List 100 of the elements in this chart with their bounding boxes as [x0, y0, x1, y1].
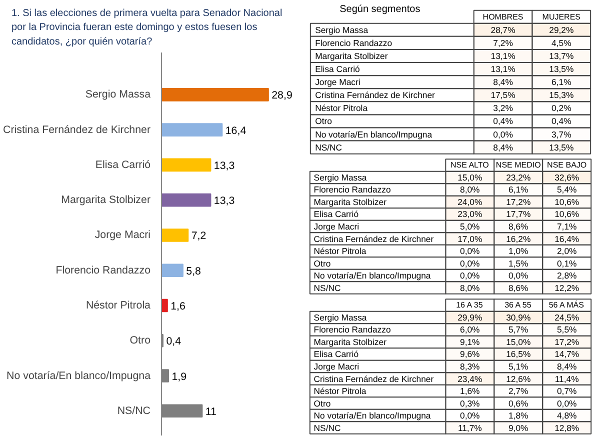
data-label: 0,0%: [460, 246, 480, 256]
data-label: 0,6%: [508, 398, 529, 408]
x-tick-label: 16 A 35: [456, 300, 484, 310]
data-label: 0,0%: [460, 270, 480, 281]
data-label: 5,8: [186, 265, 202, 278]
x-tick-label: MUJERES: [542, 12, 581, 22]
y-tick-label: Elisa Carrió: [95, 158, 151, 171]
y-tick-label: No votaría/En blanco/Impugna: [6, 370, 151, 382]
data-label: 0,4: [166, 336, 182, 348]
y-tick-label: Sergio Massa: [314, 172, 367, 182]
data-label: 1,6%: [460, 386, 480, 396]
y-tick-label: No votaría/En blanco/Impugna: [314, 410, 431, 421]
y-tick-label: Cristina Fernández de Kirchner: [315, 90, 436, 100]
y-tick-label: Margarita Stolbizer: [314, 336, 387, 347]
y-tick-label: Florencio Randazzo: [314, 324, 391, 335]
bar: [162, 193, 212, 207]
y-tick-label: Jorge Macri: [315, 77, 360, 88]
bar: [162, 88, 269, 102]
data-label: 4,5%: [552, 38, 572, 48]
data-label: 5,4%: [556, 184, 578, 195]
data-label: 8,4%: [556, 362, 578, 372]
data-label: 1,8%: [508, 410, 529, 421]
data-label: 13,1%: [490, 50, 516, 61]
data-label: 6,1%: [508, 184, 529, 195]
data-label: 10,6%: [554, 196, 580, 207]
data-label: 17,2%: [506, 196, 531, 207]
data-label: 1,9: [172, 370, 187, 383]
data-label: 17,5%: [490, 90, 516, 100]
bar: [162, 228, 189, 242]
y-tick-label: NS/NC: [117, 404, 151, 417]
data-label: 3,2%: [493, 103, 514, 114]
x-tick-label: 36 A 55: [504, 300, 532, 310]
data-label: 10,6%: [554, 209, 580, 220]
data-label: 1,5%: [508, 258, 529, 268]
y-tick-label: No votaría/En blanco/Impugna: [315, 129, 432, 140]
data-label: 9,1%: [460, 336, 480, 347]
data-label: 1,0%: [508, 246, 529, 256]
y-tick-label: Florencio Randazzo: [56, 264, 151, 276]
x-tick-label: 56 A MÁS: [548, 300, 584, 310]
y-tick-label: Néstor Pitrola: [314, 246, 366, 256]
data-label: 13,5%: [549, 64, 574, 74]
bar: [162, 264, 184, 277]
y-tick-label: Jorge Macri: [314, 222, 360, 232]
y-tick-label: Elisa Carrió: [315, 64, 360, 74]
y-tick-label: Elisa Carrió: [314, 349, 359, 360]
data-label: 0,0%: [493, 129, 514, 140]
data-label: 2,8%: [556, 270, 578, 281]
y-tick-label: Otro: [130, 334, 151, 347]
data-label: 16,2%: [506, 234, 531, 244]
data-label: 5,1%: [508, 362, 529, 372]
data-label: 8,0%: [460, 184, 480, 195]
data-label: 6,1%: [552, 77, 572, 88]
y-tick-label: Sergio Massa: [314, 312, 367, 322]
x-tick-label: HOMBRES: [482, 12, 524, 22]
text: Según segmentos: [340, 4, 420, 16]
data-label: 3,7%: [552, 129, 572, 140]
data-label: 8,4%: [493, 77, 514, 88]
data-label: 7,1%: [556, 222, 578, 232]
data-label: 23,2%: [506, 172, 531, 182]
y-tick-label: Néstor Pitrola: [314, 386, 366, 396]
x-tick-label: NSE BAJO: [547, 160, 587, 170]
data-label: 17,7%: [506, 209, 531, 220]
data-label: 8,0%: [460, 282, 480, 293]
data-label: 0,0%: [460, 258, 480, 268]
data-label: 12,6%: [506, 374, 531, 384]
data-label: 5,5%: [556, 324, 578, 335]
data-label: 14,7%: [554, 349, 580, 360]
data-label: 8,6%: [508, 282, 529, 293]
data-label: 23,0%: [458, 209, 482, 220]
data-label: 13,3: [214, 160, 235, 172]
data-label: 12,8%: [554, 422, 580, 433]
data-label: 32,6%: [554, 172, 580, 182]
data-label: 16,4%: [554, 234, 580, 244]
data-label: 28,9: [272, 90, 292, 102]
bar: [162, 158, 212, 172]
y-tick-label: No votaría/En blanco/Impugna: [314, 270, 431, 281]
y-tick-label: Florencio Randazzo: [315, 38, 392, 48]
data-label: 16,4: [225, 124, 246, 137]
data-label: 8,4%: [493, 142, 514, 152]
x-tick-label: NSE ALTO: [450, 160, 489, 170]
data-label: 24,5%: [554, 312, 580, 322]
data-label: 7,2%: [493, 38, 514, 48]
data-label: 0,3%: [460, 398, 480, 408]
data-label: 1,6: [170, 300, 186, 312]
data-label: 15,0%: [458, 172, 482, 182]
x-tick-label: NSE MEDIO: [496, 160, 541, 170]
y-tick-label: Margarita Stolbizer: [61, 194, 151, 206]
data-label: 5,7%: [508, 324, 529, 335]
data-label: 0,0%: [556, 398, 578, 408]
y-tick-label: Cristina Fernández de Kirchner: [314, 374, 434, 384]
data-label: 5,0%: [460, 222, 480, 232]
data-label: 28,7%: [490, 24, 516, 35]
y-tick-label: Jorge Macri: [94, 229, 151, 242]
chart-title: 1. Si las elecciones de primera vuelta para Senador Nacional por la Provincia fueran este domingo y estos fuesen los candidatos, ¿por quién votaría?: [12, 8, 282, 48]
data-label: 2,7%: [508, 386, 529, 396]
y-tick-label: Otro: [314, 258, 331, 268]
data-label: 30,9%: [506, 312, 531, 322]
bar: [162, 298, 168, 312]
data-label: 0,7%: [556, 386, 578, 396]
data-label: 24,0%: [458, 196, 482, 207]
